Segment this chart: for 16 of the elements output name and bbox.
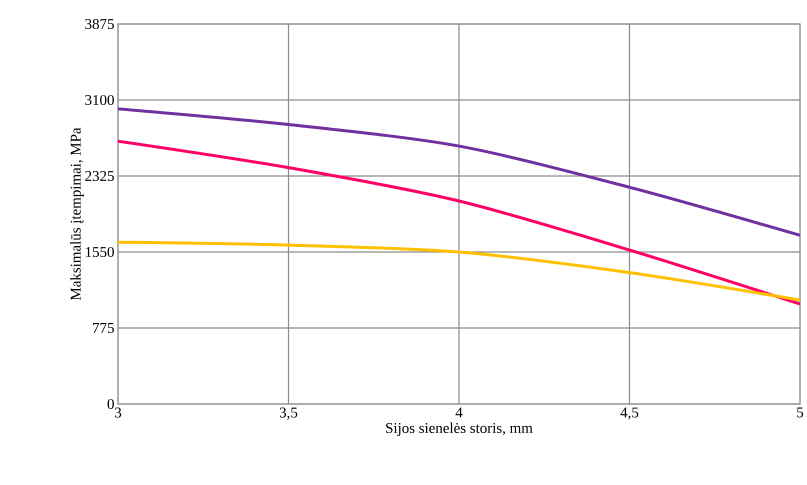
x-tick-label: 4,5 — [620, 408, 638, 420]
line-series — [118, 140, 800, 306]
line-series — [118, 240, 800, 302]
x-tick-label: 3 — [114, 408, 122, 418]
y-tick-label: 0 — [108, 398, 114, 410]
y-tick-label: 775 — [93, 323, 114, 333]
x-tick-label: 4 — [456, 408, 462, 418]
y-tick-label: 3875 — [85, 18, 114, 30]
x-tick-label: 5 — [797, 408, 804, 418]
y-tick-label: 3100 — [85, 94, 114, 106]
y-tick-label: 2325 — [85, 170, 114, 182]
y-axis-title: Maksimalūs įtempimai, MPa — [70, 128, 84, 300]
x-tick-label: 3,5 — [280, 408, 298, 420]
x-axis-title: Sijos sienelės storis, mm — [386, 422, 533, 436]
line-series — [118, 107, 800, 237]
y-tick-label: 1550 — [86, 246, 114, 258]
